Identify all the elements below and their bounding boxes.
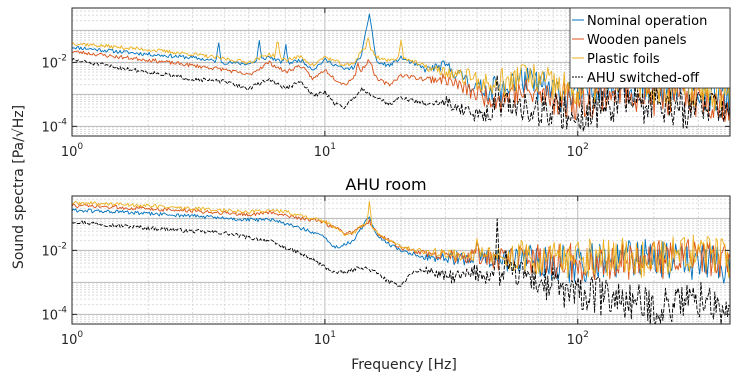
legend-label: AHU switched-off (587, 71, 700, 86)
series-line-4 (72, 218, 730, 324)
legend-label: Nominal operation (587, 14, 707, 29)
y-axis-label: Sound spectra [Pa/√Hz] (11, 105, 27, 269)
y-tick-label: 10-2 (41, 53, 67, 71)
y-tick-label: 10-4 (41, 305, 67, 323)
x-tick-label: 101 (314, 330, 336, 348)
top-panel: 100 101 102 10-2 10-4 Nominal operation Wooden… (41, 7, 731, 160)
x-tick-label: 101 (314, 142, 336, 160)
series-line-3 (72, 200, 730, 279)
axes-box (71, 195, 731, 325)
series-line-1 (72, 208, 730, 284)
x-axis-label: Frequency [Hz] (351, 357, 457, 373)
x-tick-label: 102 (567, 142, 589, 160)
x-tick-label: 100 (61, 142, 84, 160)
x-tick-label: 102 (567, 330, 589, 348)
legend-label: Wooden panels (587, 33, 687, 48)
y-tick-label: 10-4 (41, 117, 67, 135)
y-tick-label: 10-2 (41, 241, 67, 259)
bottom-panel: 100 101 102 10-2 10-4 (41, 195, 731, 348)
legend-label: Plastic foils (587, 52, 660, 67)
legend: Nominal operation Wooden panels Plastic fo… (569, 7, 731, 89)
series-line-2 (72, 50, 730, 123)
series-line-2 (72, 203, 730, 282)
x-tick-label: 100 (61, 330, 84, 348)
bottom-panel-title: AHU room (345, 175, 426, 194)
